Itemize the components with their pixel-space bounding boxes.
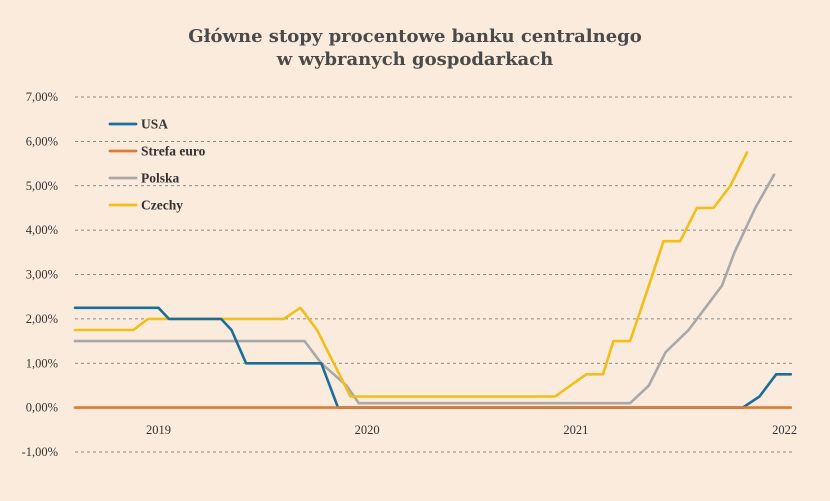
legend-label: USA bbox=[141, 117, 168, 132]
y-tick-label: 3,00% bbox=[26, 268, 58, 282]
series-line-usa bbox=[73, 306, 793, 409]
y-tick-label: -1,00% bbox=[22, 445, 58, 459]
chart-title: Główne stopy procentowe banku centralneg… bbox=[188, 26, 642, 70]
y-tick-label: 6,00% bbox=[26, 134, 58, 148]
chart-legend: USA Strefa euro Polska Czechy bbox=[108, 117, 206, 213]
x-tick-label: 2022 bbox=[772, 423, 797, 437]
chart-series bbox=[73, 151, 793, 409]
x-tick-label: 2021 bbox=[563, 423, 588, 437]
chart-title-line-1: Główne stopy procentowe banku centralneg… bbox=[188, 26, 642, 47]
y-tick-label: 0,00% bbox=[26, 401, 58, 415]
chart-title-line-2: w wybranych gospodarkach bbox=[276, 49, 554, 70]
y-axis-ticks: 7,00% 6,00% 5,00% 4,00% 3,00% 2,00% 1,00% 0,00%… bbox=[22, 90, 58, 459]
y-tick-label: 7,00% bbox=[26, 90, 58, 104]
x-tick-label: 2019 bbox=[146, 423, 171, 437]
legend-label: Polska bbox=[141, 171, 180, 186]
legend-label: Strefa euro bbox=[141, 144, 206, 159]
y-tick-label: 1,00% bbox=[26, 356, 58, 370]
y-tick-label: 2,00% bbox=[26, 312, 58, 326]
y-tick-label: 5,00% bbox=[26, 179, 58, 193]
x-tick-label: 2020 bbox=[355, 423, 380, 437]
series-line-czechy bbox=[73, 151, 749, 398]
y-tick-label: 4,00% bbox=[26, 223, 58, 237]
legend-label: Czechy bbox=[141, 198, 183, 213]
series-line-polska bbox=[73, 173, 776, 405]
x-axis-ticks: 2019 2020 2021 2022 bbox=[146, 423, 797, 437]
